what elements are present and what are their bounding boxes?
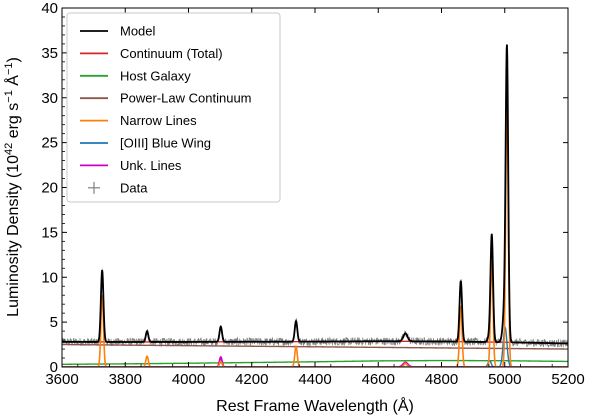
legend-label: Continuum (Total) [120,46,223,61]
legend-item-oiii-blue-wing: [OIII] Blue Wing [80,136,211,151]
y-tick-label: 40 [41,0,58,17]
y-tick-label: 20 [41,180,58,197]
legend-label: Power-Law Continuum [120,91,252,106]
legend-item-narrow-lines: Narrow Lines [80,113,197,128]
legend-label: [OIII] Blue Wing [120,136,211,151]
y-axis-label-superscript: 42 [3,143,15,155]
legend-label: Host Galaxy [120,68,191,83]
y-axis-label-part: erg s [5,103,22,143]
x-tick-label: 4600 [362,371,395,388]
y-axis-label-superscript: −1 [3,90,15,103]
x-tick-label: 3800 [109,371,142,388]
y-tick-label: 5 [50,314,58,331]
model-series [62,44,568,345]
legend: Model Continuum (Total) Host Galaxy Power-L… [66,12,281,203]
y-tick-label: 30 [41,90,58,107]
x-tick-label: 4800 [425,371,458,388]
narrow-lines-series [62,93,568,367]
y-axis-label-part: Luminosity Density (10 [5,155,22,317]
y-tick-label: 35 [41,45,58,62]
x-tick-label: 5000 [488,371,521,388]
y-axis-label-superscript: −1 [3,63,15,76]
legend-label: Unk. Lines [120,158,182,173]
legend-item-data: Data [88,180,148,195]
x-tick-label: 4400 [298,371,331,388]
y-axis-label-part: ) [5,57,22,62]
y-tick-label: 0 [50,359,58,376]
y-tick-label: 25 [41,135,58,152]
x-tick-label: 5200 [551,371,584,388]
host-galaxy-series [62,359,568,366]
x-tick-label: 4000 [172,371,205,388]
legend-label: Narrow Lines [120,113,197,128]
y-axis-label-part: Å [3,75,22,90]
legend-label: Data [120,180,148,195]
legend-label: Model [120,24,156,39]
x-tick-label: 4200 [235,371,268,388]
legend-box [66,12,281,203]
x-tick-label: 3600 [45,371,78,388]
legend-item-power-law: Power-Law Continuum [80,91,252,106]
y-tick-label: 10 [41,269,58,286]
y-tick-label: 15 [41,224,58,241]
legend-item-host-galaxy: Host Galaxy [80,68,191,83]
legend-item-model: Model [80,24,156,39]
y-axis-label: Luminosity Density (1042 erg s−1 Å−1) [3,57,22,317]
legend-item-unk-lines: Unk. Lines [80,158,182,173]
x-axis-label: Rest Frame Wavelength (Å) [216,396,414,415]
ticks-layer: 3600 3800 4000 4200 4400 4600 4800 5000 5200 0 5 10… [41,0,584,388]
power-law-series [62,343,568,350]
legend-item-continuum-total: Continuum (Total) [80,46,223,61]
